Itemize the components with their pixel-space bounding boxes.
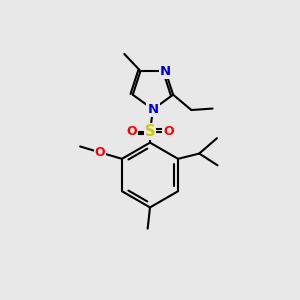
Text: O: O [163, 125, 174, 138]
Text: S: S [145, 124, 155, 139]
Text: N: N [147, 103, 158, 116]
Text: N: N [160, 64, 171, 77]
Text: O: O [126, 125, 137, 138]
Text: O: O [94, 146, 105, 159]
